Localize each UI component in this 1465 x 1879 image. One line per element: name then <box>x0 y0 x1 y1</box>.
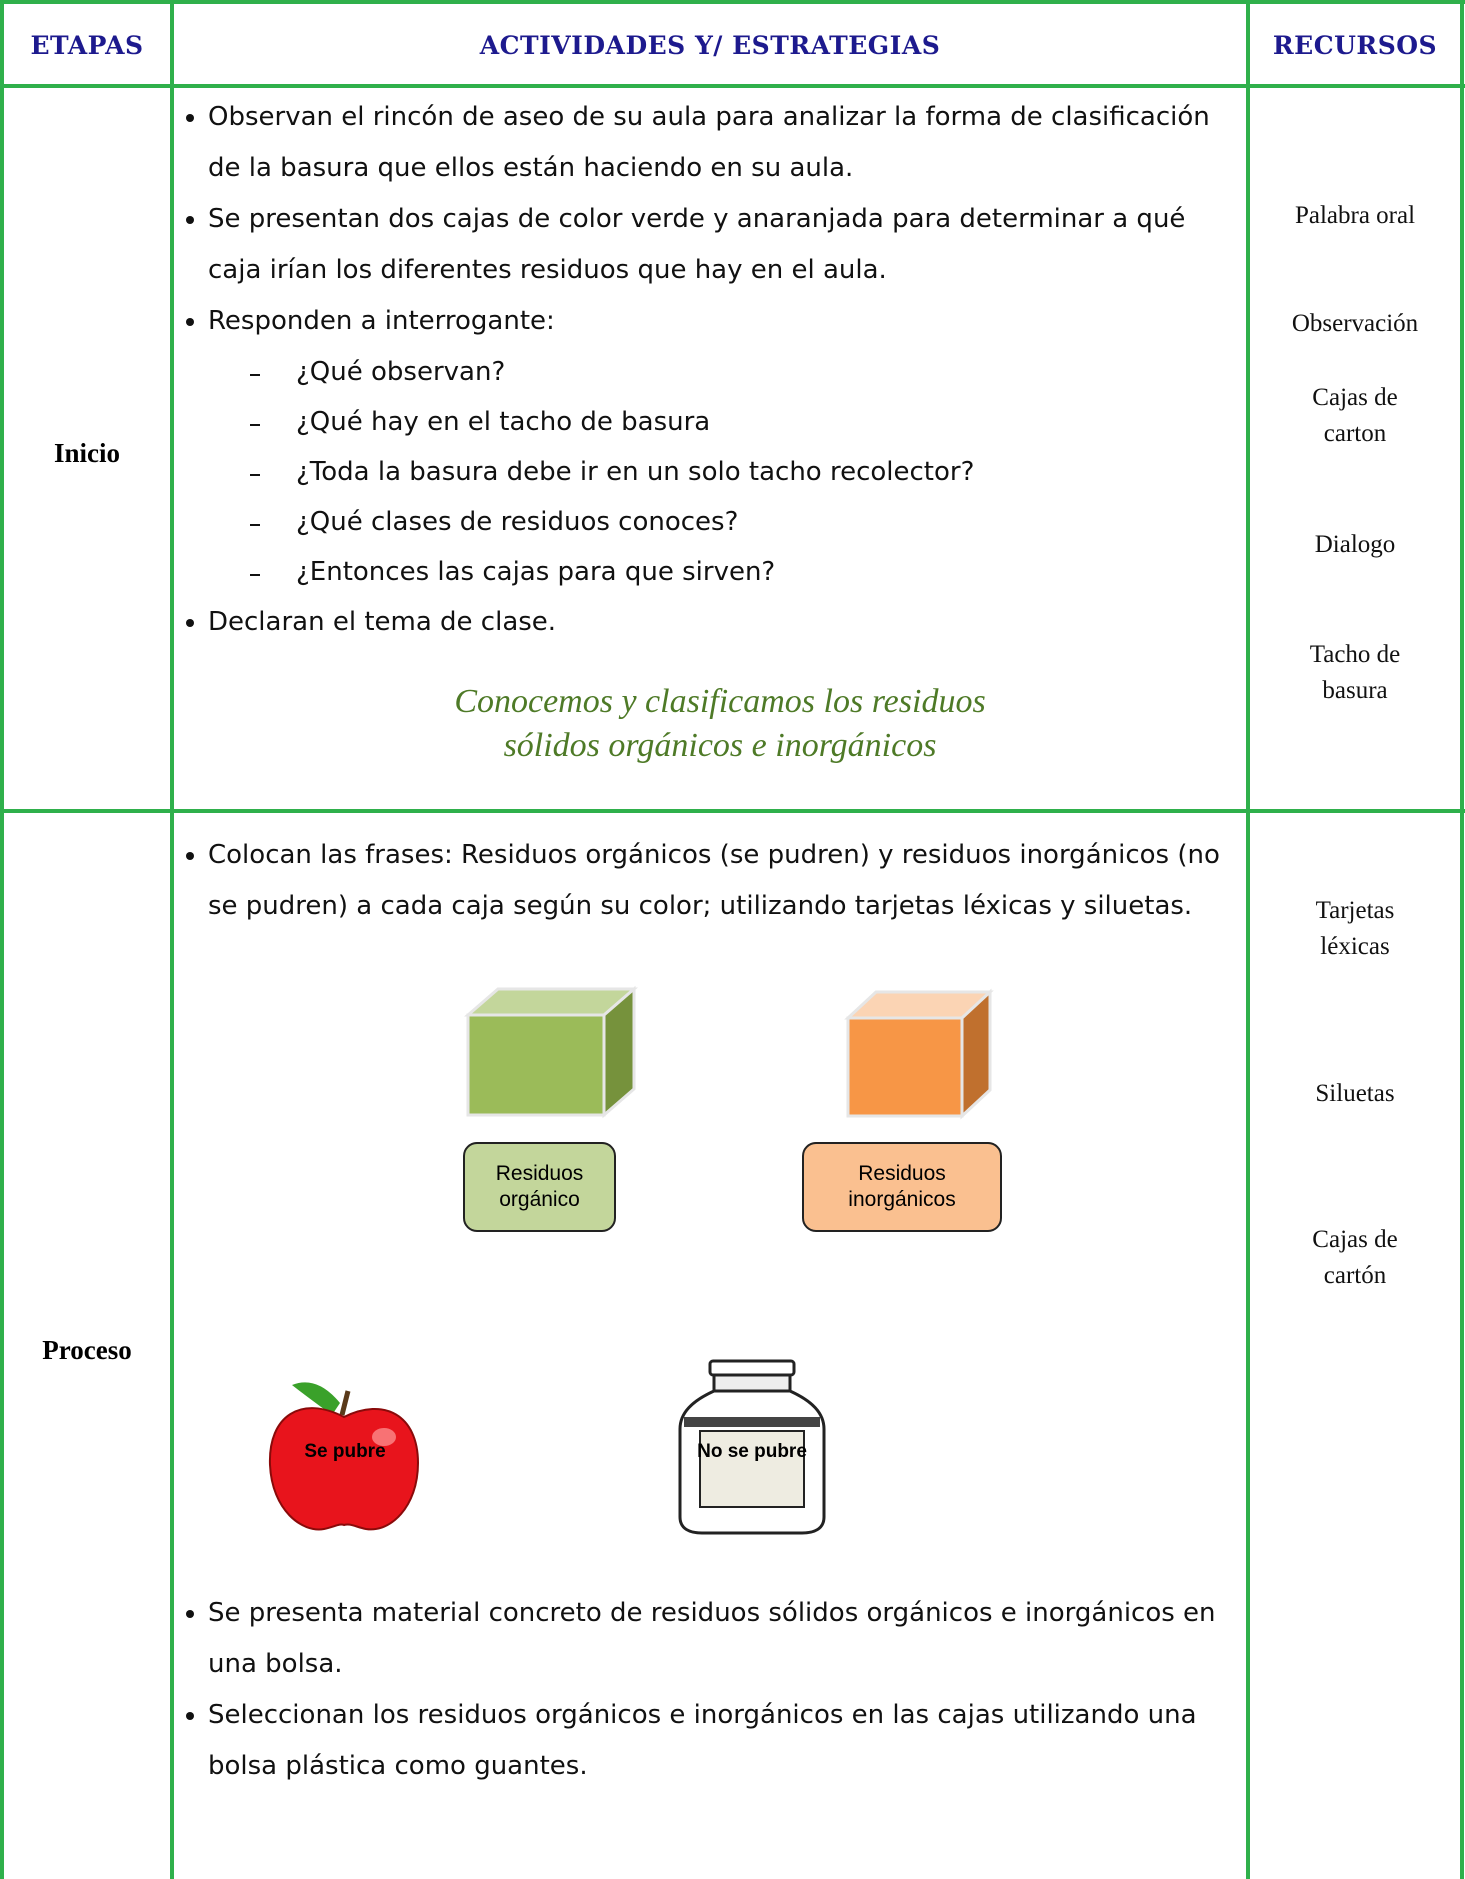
sub-item: ¿Qué clases de residuos conoces? <box>248 497 1240 547</box>
border <box>170 0 174 1879</box>
sub-item: ¿Qué hay en el tacho de basura <box>248 397 1240 447</box>
resource: Dialogo <box>1314 531 1396 558</box>
bullet-item: Responden a interrogante:¿Qué observan?¿… <box>208 296 1240 597</box>
bullet-text: Responden a interrogante: <box>208 306 555 336</box>
orange-box <box>844 988 994 1120</box>
bullet-item: Seleccionan los residuos orgánicos e ino… <box>208 1690 1240 1792</box>
item-label: Se pubre <box>304 1441 386 1462</box>
box-label: Residuos inorgánicos <box>802 1142 1002 1232</box>
bullet-item: Colocan las frases: Residuos orgánicos (… <box>208 830 1240 932</box>
item-label: No se pubre <box>697 1441 807 1462</box>
resource: Siluetas <box>1315 1080 1395 1107</box>
sub-item: ¿Entonces las cajas para que sirven? <box>248 547 1240 597</box>
border <box>0 809 1465 813</box>
stage: Inicio <box>53 438 120 468</box>
bullet-item: Se presenta material concreto de residuo… <box>208 1588 1240 1690</box>
box-label: Residuos orgánico <box>463 1142 616 1232</box>
resource: Cajas de carton <box>1312 384 1398 447</box>
bullet-text: Colocan las frases: Residuos orgánicos (… <box>208 840 1220 921</box>
activities: Observan el rincón de aseo de su aula pa… <box>180 92 1240 648</box>
header: ETAPAS <box>30 31 144 60</box>
bullet-text: Se presentan dos cajas de color verde y … <box>208 204 1186 285</box>
border <box>0 84 1465 88</box>
activities: Se presenta material concreto de residuo… <box>180 1588 1240 1792</box>
header: RECURSOS <box>1272 31 1438 60</box>
bullet-text: Se presenta material concreto de residuo… <box>208 1598 1216 1679</box>
apple <box>268 1382 420 1531</box>
resource: Palabra oral <box>1294 202 1416 229</box>
sub-item: ¿Toda la basura debe ir en un solo tacho… <box>248 447 1240 497</box>
resource: Tarjetas léxicas <box>1315 897 1395 960</box>
sub-list: ¿Qué observan? ¿Qué hay en el tacho de ba… <box>208 347 1240 597</box>
topic: Conocemos y clasificamos los residuos só… <box>400 680 1040 768</box>
resource: Tacho de basura <box>1309 641 1401 704</box>
border <box>1246 0 1250 1879</box>
bullet-list: Colocan las frases: Residuos orgánicos (… <box>180 830 1240 932</box>
bullet-text: Seleccionan los residuos orgánicos e ino… <box>208 1700 1197 1781</box>
bullet-text: Observan el rincón de aseo de su aula pa… <box>208 102 1210 183</box>
bullet-text: Declaran el tema de clase. <box>208 607 557 637</box>
border <box>0 0 1465 4</box>
resource: Observación <box>1291 310 1419 337</box>
bullet-item: Observan el rincón de aseo de su aula pa… <box>208 92 1240 194</box>
green-box <box>463 985 639 1119</box>
bullet-item: Declaran el tema de clase. <box>208 597 1240 648</box>
topic-line: sólidos orgánicos e inorgánicos <box>503 727 937 764</box>
sub-item: ¿Qué observan? <box>248 347 1240 397</box>
bullet-list: Observan el rincón de aseo de su aula pa… <box>180 92 1240 648</box>
border <box>1460 0 1464 1879</box>
activities: Colocan las frases: Residuos orgánicos (… <box>180 830 1240 932</box>
jar <box>678 1359 826 1535</box>
bullet-item: Se presentan dos cajas de color verde y … <box>208 194 1240 296</box>
border <box>0 0 4 1879</box>
resource: Cajas de cartón <box>1312 1226 1398 1289</box>
topic-line: Conocemos y clasificamos los residuos <box>454 683 986 720</box>
stage: Proceso <box>42 1335 132 1365</box>
bullet-list: Se presenta material concreto de residuo… <box>180 1588 1240 1792</box>
header: ACTIVIDADES Y/ ESTRATEGIAS <box>479 31 941 60</box>
